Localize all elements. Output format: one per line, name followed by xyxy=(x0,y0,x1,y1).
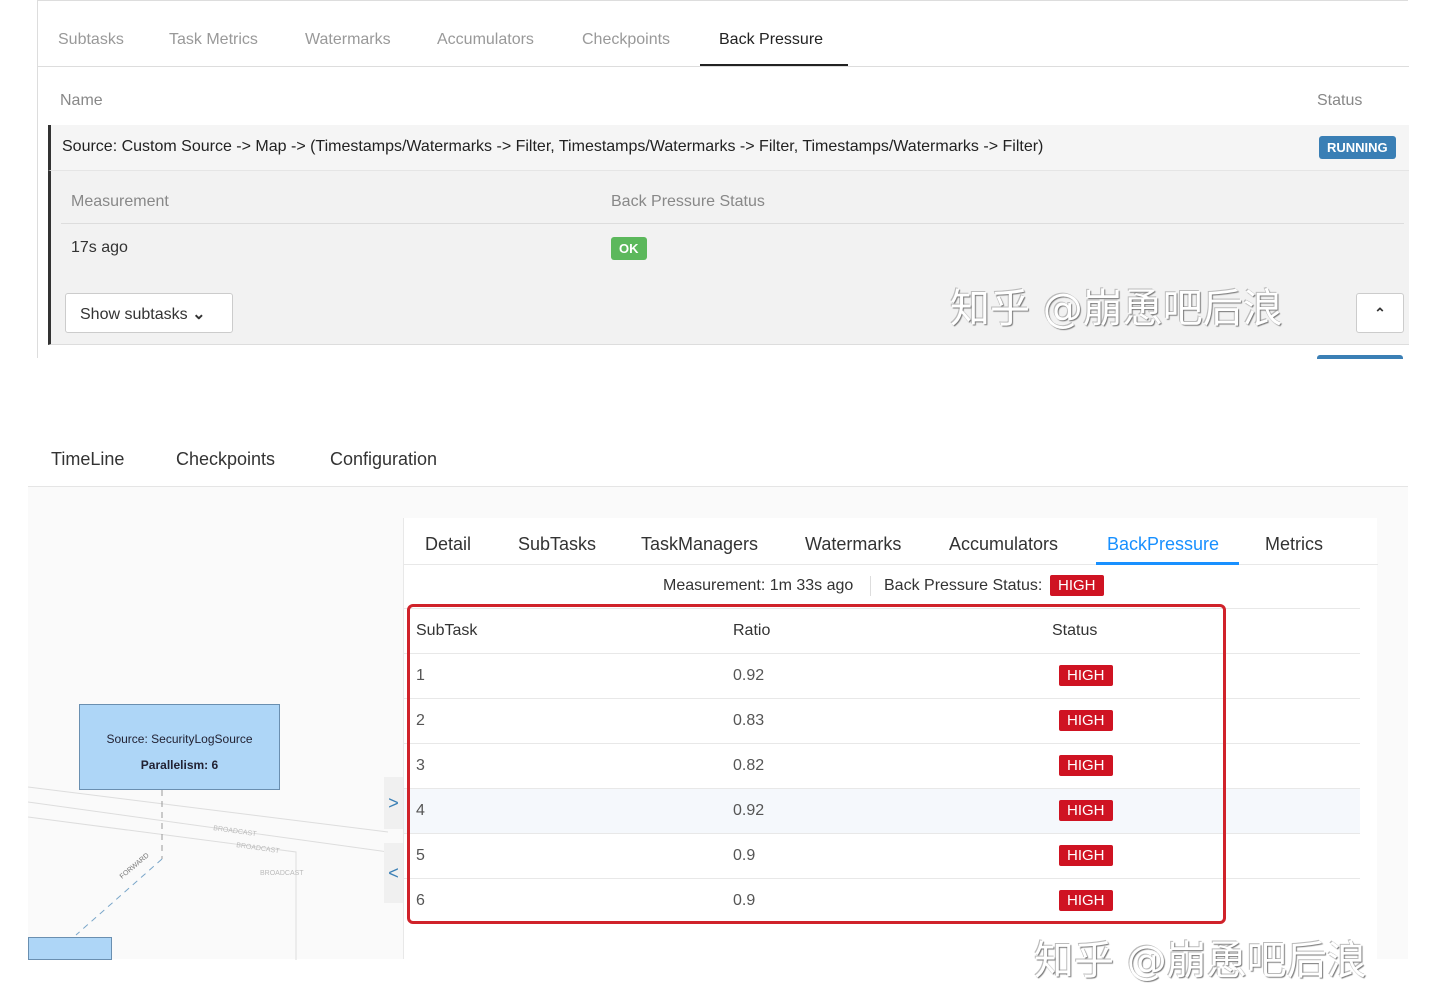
back-pressure-details: Measurement Back Pressure Status 17s ago… xyxy=(48,171,1409,345)
divider xyxy=(38,66,1409,67)
subtask-id: 5 xyxy=(416,847,425,864)
edge-label: BROADCAST xyxy=(260,870,304,877)
vertex-name: Source: Custom Source -> Map -> (Timesta… xyxy=(62,138,1044,155)
ratio-value: 0.82 xyxy=(733,757,765,774)
subtask-id: 3 xyxy=(416,757,425,774)
status-badge-high: HIGH xyxy=(1059,800,1113,821)
edge-broadcast xyxy=(28,786,389,833)
show-subtasks-label: Show subtasks xyxy=(80,306,188,323)
divider xyxy=(404,698,1360,699)
status-badge-high: HIGH xyxy=(1059,890,1113,911)
subtask-table: SubTask Ratio Status 1 0.92 HIGH 2 0.83 … xyxy=(404,608,1360,928)
chevron-right-icon: > xyxy=(388,793,399,813)
job-vertex-row[interactable]: Source: Custom Source -> Map -> (Timesta… xyxy=(48,125,1409,171)
tab-accumulators[interactable]: Accumulators xyxy=(437,31,534,48)
divider xyxy=(404,564,1378,565)
measurement-value: 17s ago xyxy=(71,239,128,256)
table-row[interactable]: 4 0.92 HIGH xyxy=(404,789,1360,833)
col-subtask: SubTask xyxy=(416,622,478,639)
divider xyxy=(870,576,871,596)
graph-edges: BROADCAST BROADCAST BROADCAST FORWARD xyxy=(28,786,389,960)
graph-node[interactable] xyxy=(28,937,112,960)
edge-label: FORWARD xyxy=(119,852,151,880)
vertex-detail-panel: Detail SubTasks TaskManagers Watermarks … xyxy=(403,518,1378,959)
tab-back-pressure[interactable]: Back Pressure xyxy=(719,31,824,48)
watermark: 知乎 @崩恿吧后浪 xyxy=(1034,938,1367,984)
table-row[interactable]: 1 0.92 HIGH xyxy=(404,654,1360,698)
tab-taskmanagers[interactable]: TaskManagers xyxy=(641,534,759,554)
collapse-panel-button[interactable]: < xyxy=(384,843,403,903)
node-parallelism: Parallelism: 6 xyxy=(140,758,219,772)
subtask-id: 4 xyxy=(416,802,425,819)
tab-watermarks[interactable]: Watermarks xyxy=(805,534,902,554)
bp-status-header: Back Pressure Status xyxy=(611,193,765,210)
tab-configuration[interactable]: Configuration xyxy=(330,449,438,469)
ratio-value: 0.9 xyxy=(733,847,756,864)
tab-detail[interactable]: Detail xyxy=(425,534,472,554)
edge-broadcast xyxy=(28,816,297,960)
chevron-up-icon: ⌃ xyxy=(1374,305,1386,321)
status-badge-high: HIGH xyxy=(1059,665,1113,686)
next-status-badge xyxy=(1317,355,1403,359)
ok-badge: OK xyxy=(611,237,647,260)
divider xyxy=(404,788,1360,789)
header-status: Status xyxy=(1317,92,1363,109)
status-badge-high: HIGH xyxy=(1059,710,1113,731)
tab-task-metrics[interactable]: Task Metrics xyxy=(169,31,258,48)
status-badge: RUNNING xyxy=(1319,136,1396,159)
node-title: Source: SecurityLogSource xyxy=(106,732,253,746)
divider xyxy=(404,653,1360,654)
ratio-value: 0.83 xyxy=(733,712,765,729)
table-row[interactable]: 5 0.9 HIGH xyxy=(404,834,1360,878)
ratio-value: 0.9 xyxy=(733,892,756,909)
status-badge-high: HIGH xyxy=(1059,755,1113,776)
status-badge-high: HIGH xyxy=(1059,845,1113,866)
subtask-id: 6 xyxy=(416,892,425,909)
divider xyxy=(404,608,1360,609)
tab-checkpoints[interactable]: Checkpoints xyxy=(582,31,671,48)
tab-subtasks[interactable]: Subtasks xyxy=(58,31,124,48)
tab-backpressure[interactable]: BackPressure xyxy=(1107,534,1220,554)
tab-timeline[interactable]: TimeLine xyxy=(51,449,125,469)
measurement-header: Measurement xyxy=(71,193,169,210)
measurement-text: Measurement: 1m 33s ago xyxy=(663,577,854,594)
divider xyxy=(404,833,1360,834)
active-tab-indicator xyxy=(1096,562,1239,565)
subtask-id: 2 xyxy=(416,712,425,729)
col-status: Status xyxy=(1052,622,1098,639)
tab-checkpoints[interactable]: Checkpoints xyxy=(176,449,276,469)
tab-accumulators[interactable]: Accumulators xyxy=(949,534,1059,554)
ratio-value: 0.92 xyxy=(733,667,765,684)
graph-node-source[interactable]: Source: SecurityLogSource Parallelism: 6 xyxy=(79,704,280,790)
watermark: 知乎 @崩恿吧后浪 xyxy=(950,286,1283,332)
subtask-id: 1 xyxy=(416,667,425,684)
ratio-value: 0.92 xyxy=(733,802,765,819)
edge-label: BROADCAST xyxy=(213,825,258,838)
status-label: Back Pressure Status: xyxy=(884,577,1043,594)
header-name: Name xyxy=(60,92,103,109)
edge-broadcast xyxy=(28,801,389,853)
tab-subtasks[interactable]: SubTasks xyxy=(518,534,597,554)
divider xyxy=(404,878,1360,879)
status-badge-high: HIGH xyxy=(1050,575,1104,596)
edge-forward xyxy=(75,858,163,936)
table-row[interactable]: 6 0.9 HIGH xyxy=(404,879,1360,923)
highlight-box xyxy=(407,604,1226,924)
chevron-down-icon: ⌄ xyxy=(192,306,206,323)
edge-label: BROADCAST xyxy=(236,842,281,855)
divider xyxy=(404,743,1360,744)
expand-panel-button[interactable]: > xyxy=(384,777,403,829)
flink-old-ui-panel: Subtasks Task Metrics Watermarks Accumul… xyxy=(37,0,1409,359)
collapse-button[interactable]: ⌃ xyxy=(1356,293,1404,333)
col-ratio: Ratio xyxy=(733,622,771,639)
chevron-left-icon: < xyxy=(388,863,399,883)
active-tab-indicator xyxy=(700,64,848,67)
tab-watermarks[interactable]: Watermarks xyxy=(305,31,391,48)
tab-metrics[interactable]: Metrics xyxy=(1265,534,1323,554)
table-row[interactable]: 2 0.83 HIGH xyxy=(404,699,1360,743)
divider xyxy=(61,223,1404,224)
table-row[interactable]: 3 0.82 HIGH xyxy=(404,744,1360,788)
show-subtasks-button[interactable]: Show subtasks ⌄ xyxy=(65,293,233,333)
